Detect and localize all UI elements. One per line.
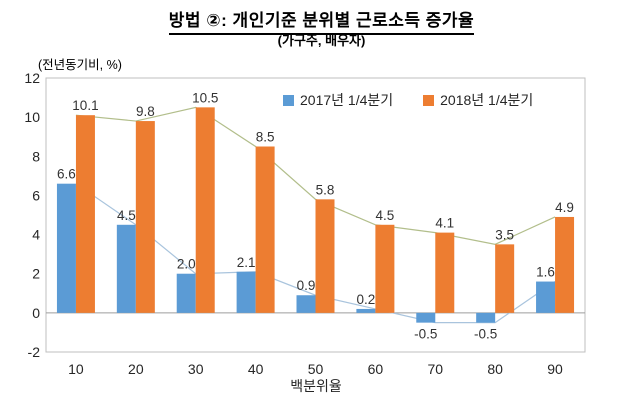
data-label: 4.1 [435, 216, 454, 231]
x-axis-tick-label: 30 [188, 361, 204, 377]
y-axis-tick-label: 6 [32, 187, 40, 203]
data-label: 4.5 [117, 208, 136, 223]
data-label: 10.5 [192, 90, 218, 105]
legend-label-2017: 2017년 1/4분기 [300, 92, 394, 108]
data-label: -0.5 [474, 327, 497, 342]
y-axis-tick-label: -2 [28, 344, 41, 360]
bar-2018-40 [255, 146, 275, 313]
bar-2018-80 [495, 244, 515, 313]
x-axis-tick-label: 10 [68, 361, 84, 377]
y-axis-tick-label: 10 [24, 109, 40, 125]
x-axis-title: 백분위율 [290, 378, 342, 394]
data-label: 9.8 [136, 104, 155, 119]
bar-2018-90 [555, 216, 575, 313]
data-label: 8.5 [256, 130, 275, 145]
data-label: 4.5 [375, 208, 394, 223]
bar-2017-40 [236, 271, 256, 313]
title-row: 방법 ②: 개인기준 분위별 근로소득 증가율 [0, 6, 643, 35]
y-axis-tick-label: 8 [32, 148, 40, 164]
legend-item-2017: 2017년 1/4분기 [283, 90, 393, 110]
data-label: 2.0 [177, 257, 196, 272]
bar-2018-50 [315, 199, 335, 313]
data-label: -0.5 [414, 327, 437, 342]
bar-2017-60 [356, 308, 376, 313]
x-axis-tick-label: 90 [547, 361, 563, 377]
data-label: 4.9 [555, 200, 574, 215]
y-axis-tick-label: 2 [32, 266, 40, 282]
bar-2017-20 [116, 224, 136, 313]
bar-2017-80 [476, 312, 496, 323]
chart-subtitle: (가구주, 배우자) [277, 33, 366, 48]
y-axis-unit-label: (전년동기비, %) [38, 58, 122, 72]
bar-2017-50 [296, 295, 316, 313]
bar-2017-30 [176, 273, 196, 313]
x-axis-tick-label: 20 [128, 361, 144, 377]
x-axis-tick-label: 60 [368, 361, 384, 377]
data-label: 1.6 [536, 265, 555, 280]
bar-2017-90 [536, 281, 556, 313]
x-axis-tick-label: 40 [248, 361, 264, 377]
bar-2018-20 [135, 121, 155, 313]
y-axis-tick-label: 0 [32, 305, 40, 321]
bar-2018-70 [435, 232, 455, 313]
data-label: 0.9 [297, 278, 316, 293]
y-axis-tick-label: 4 [32, 227, 40, 243]
data-label: 0.2 [356, 292, 375, 307]
x-axis-tick-label: 80 [487, 361, 503, 377]
data-label: 6.6 [57, 167, 76, 182]
chart-legend: 2017년 1/4분기 2018년 1/4분기 [283, 90, 533, 110]
bar-2017-70 [416, 312, 436, 323]
y-axis-tick-label: 12 [24, 70, 40, 86]
data-label: 3.5 [495, 227, 514, 242]
legend-item-2018: 2018년 1/4분기 [423, 90, 533, 110]
bar-2018-30 [195, 107, 215, 313]
x-axis-tick-label: 70 [427, 361, 443, 377]
data-label: 5.8 [316, 182, 335, 197]
legend-swatch-2018-icon [423, 94, 435, 106]
bar-2018-10 [75, 115, 95, 313]
x-axis-tick-label: 50 [308, 361, 324, 377]
legend-swatch-2017-icon [283, 94, 294, 106]
data-label: 10.1 [72, 98, 98, 113]
chart-title: 방법 ②: 개인기준 분위별 근로소득 증가율 [168, 6, 475, 35]
data-label: 2.1 [237, 255, 256, 270]
legend-label-2018: 2018년 1/4분기 [440, 92, 534, 108]
bar-2017-10 [56, 183, 76, 313]
bar-2018-60 [375, 224, 395, 313]
plot-border [45, 77, 586, 353]
